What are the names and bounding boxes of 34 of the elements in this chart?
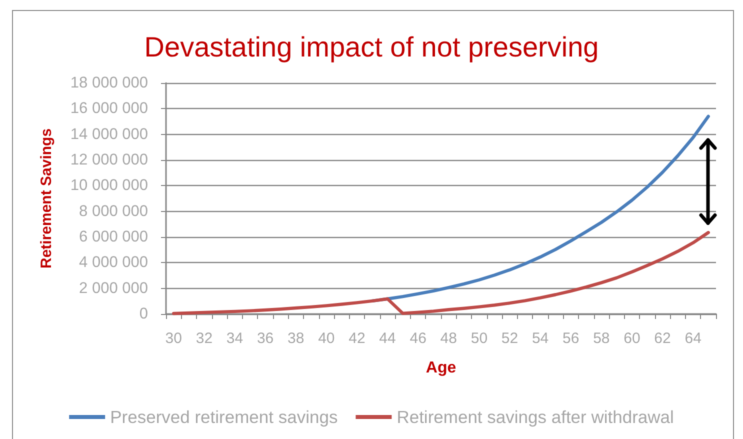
legend-label: Preserved retirement savings bbox=[110, 407, 338, 427]
x-axis-title: Age bbox=[426, 360, 456, 376]
x-tick-label: 40 bbox=[318, 330, 335, 347]
x-tick-label: 64 bbox=[684, 330, 702, 347]
x-tick-label: 50 bbox=[470, 330, 488, 347]
x-tick-label: 62 bbox=[654, 330, 671, 347]
x-tick-label: 42 bbox=[348, 330, 366, 347]
x-tick-label: 32 bbox=[196, 330, 213, 347]
y-tick-label: 10 000 000 bbox=[70, 177, 148, 194]
x-tick-label: 58 bbox=[593, 330, 610, 347]
x-tick-label: 46 bbox=[410, 330, 426, 347]
x-tick-label: 52 bbox=[501, 330, 518, 347]
y-tick-label: 0 bbox=[139, 306, 148, 322]
y-axis-title: Retirement Savings bbox=[38, 128, 55, 269]
x-tick-label: 56 bbox=[562, 330, 580, 347]
x-tick-label: 54 bbox=[532, 330, 549, 347]
x-tick-label: 34 bbox=[226, 330, 244, 347]
x-tick-label: 36 bbox=[256, 330, 274, 347]
y-tick-label: 12 000 000 bbox=[70, 152, 148, 168]
legend-label: Retirement savings after withdrawal bbox=[396, 407, 674, 427]
y-tick-label: 16 000 000 bbox=[70, 100, 148, 118]
chart-title: Devastating impact of not preserving bbox=[144, 32, 599, 62]
x-tick-label: 44 bbox=[379, 330, 396, 347]
y-tick-label: 2 000 000 bbox=[79, 280, 148, 297]
x-tick-label: 30 bbox=[165, 330, 182, 347]
y-tick-label: 8 000 000 bbox=[79, 202, 148, 220]
x-tick-label: 38 bbox=[288, 330, 304, 347]
line-series bbox=[172, 230, 710, 316]
x-tick-label: 48 bbox=[440, 330, 457, 347]
y-tick-label: 4 000 000 bbox=[79, 254, 148, 272]
y-tick-label: 18 000 000 bbox=[70, 74, 148, 92]
y-tick-label: 14 000 000 bbox=[70, 126, 148, 143]
x-tick-label: 60 bbox=[624, 330, 640, 347]
y-tick-label: 6 000 000 bbox=[79, 228, 148, 246]
